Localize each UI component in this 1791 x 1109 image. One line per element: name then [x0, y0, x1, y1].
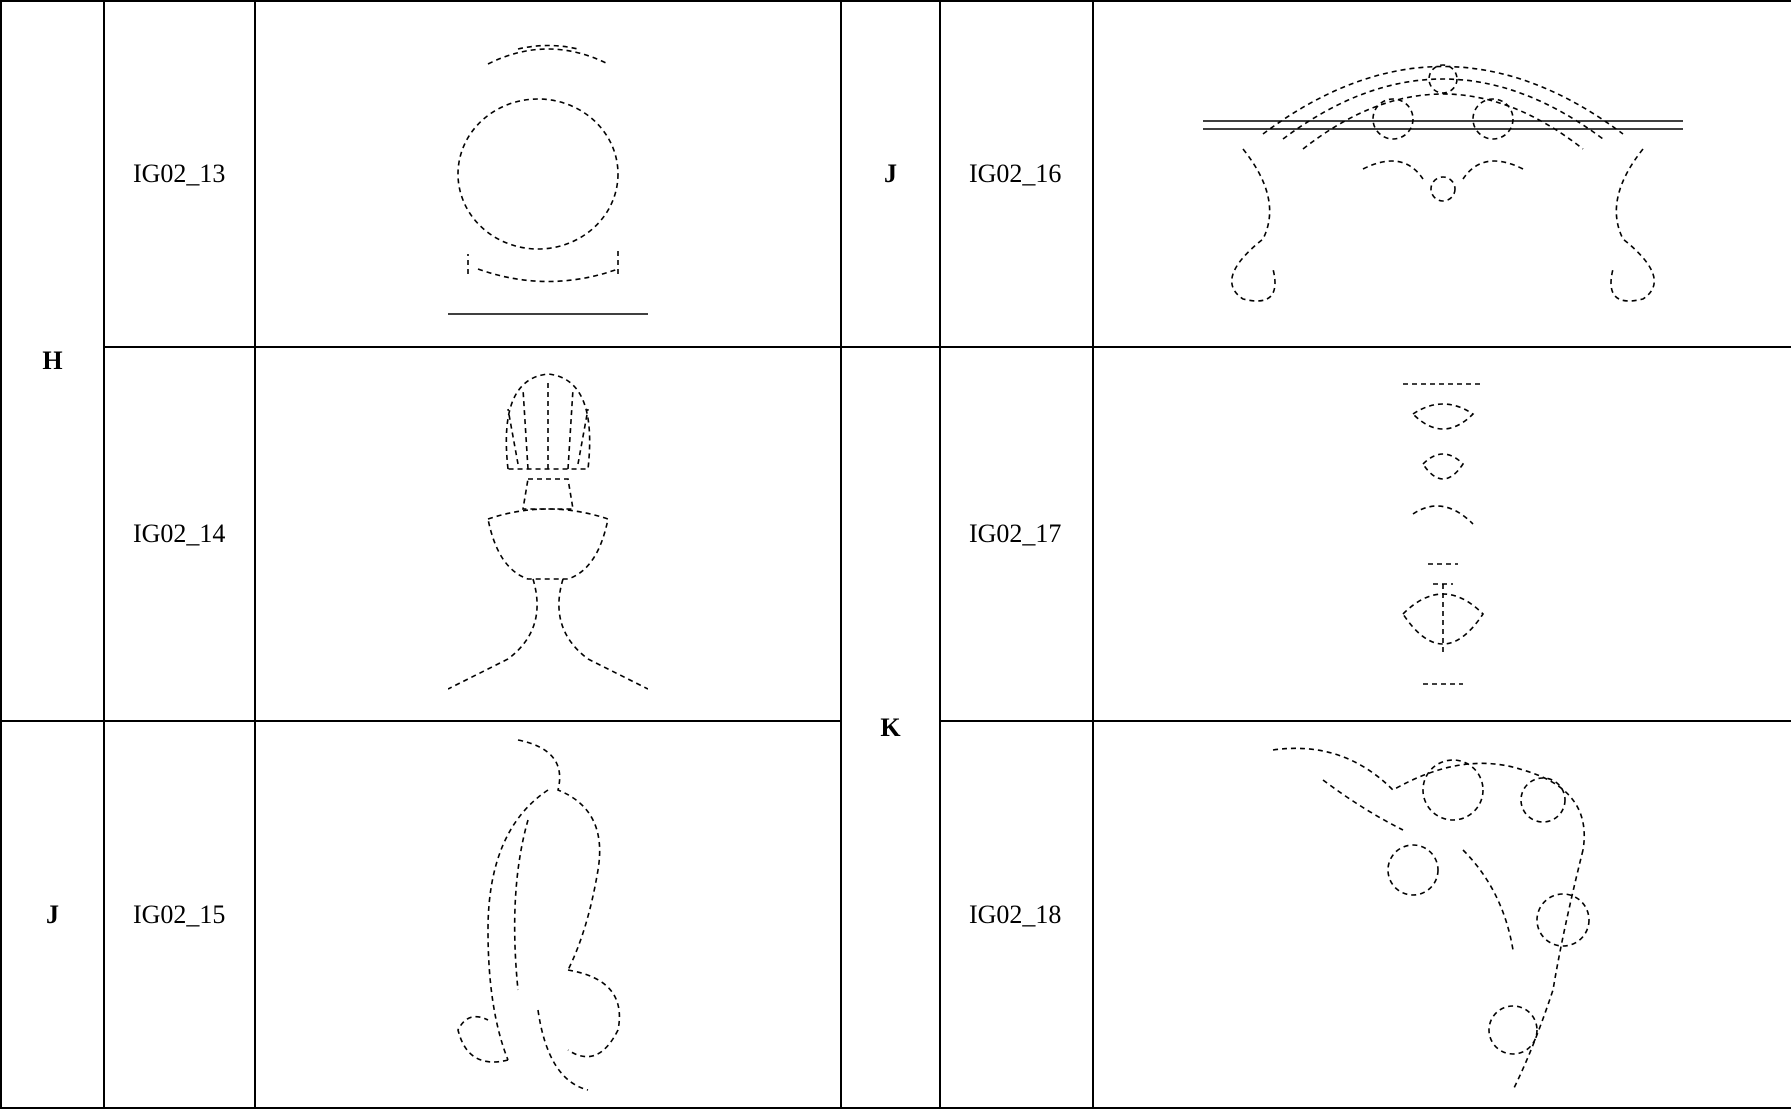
drawing [448, 44, 648, 315]
drawing [448, 373, 648, 690]
item-code: IG02_15 [103, 720, 256, 1109]
group-label: J [0, 720, 105, 1109]
group-label: K [840, 346, 941, 1109]
item-code: IG02_14 [103, 346, 256, 722]
drawing [1202, 64, 1683, 302]
item-code: IG02_16 [939, 0, 1094, 348]
item-code: IG02_13 [103, 0, 256, 348]
item-code: IG02_17 [939, 346, 1094, 722]
item-image [254, 0, 842, 348]
group-label: H [0, 0, 105, 722]
item-image [254, 720, 842, 1109]
drawing [1272, 747, 1590, 1090]
item-image [1092, 720, 1791, 1109]
group-label: J [840, 0, 941, 348]
item-image [1092, 0, 1791, 348]
item-code: IG02_18 [939, 720, 1094, 1109]
drawing [457, 738, 621, 1091]
item-image [1092, 346, 1791, 722]
drawing [1401, 383, 1484, 685]
item-image [254, 346, 842, 722]
